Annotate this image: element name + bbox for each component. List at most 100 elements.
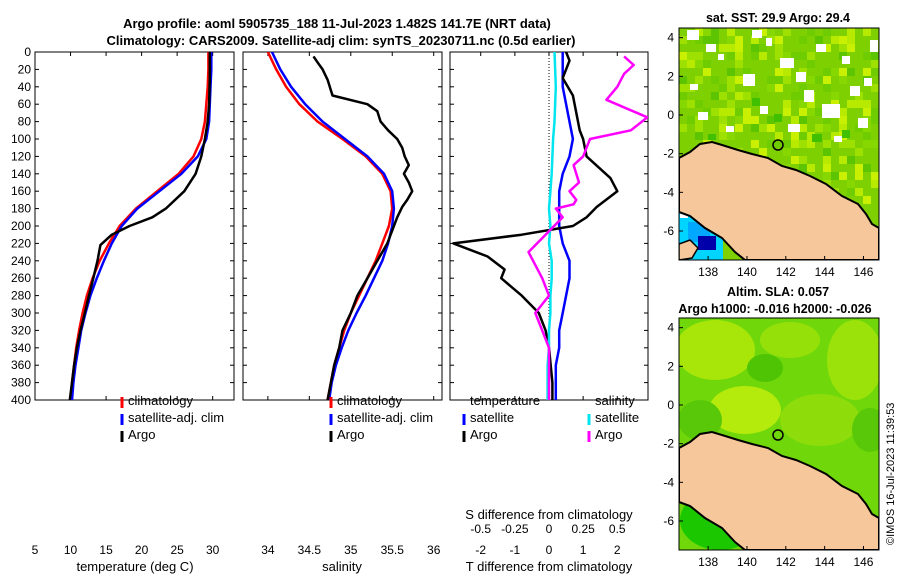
sst-cell (767, 84, 775, 92)
salinity-diff-legend: salinity satellite Argo (587, 393, 639, 442)
sst-cell (799, 84, 807, 92)
sst-cell (831, 36, 839, 44)
sst-cell (823, 68, 831, 76)
sst-cell (687, 100, 695, 108)
map-lon-tick-label: 144 (815, 555, 835, 569)
legend-heading-salinity: salinity (595, 393, 635, 408)
sst-land-australia (679, 239, 699, 260)
sst-cell (847, 100, 855, 108)
difference-lines (452, 52, 648, 400)
sst-cell (735, 76, 743, 84)
sst-cell (783, 52, 791, 60)
sst-cell (839, 76, 847, 84)
map-lat-tick-label: 0 (667, 398, 674, 412)
legend-label-argo: Argo (337, 427, 364, 442)
sst-map-image (679, 28, 879, 260)
x-tick-label: 34.5 (298, 543, 322, 557)
sst-cell (823, 76, 831, 84)
sst-cell (767, 140, 775, 148)
s-diff-tick-label: 0 (546, 522, 553, 536)
sst-argo-marker (772, 139, 784, 151)
depth-tick-label: 280 (11, 289, 31, 303)
sst-cell (735, 44, 743, 52)
sst-cell (679, 52, 687, 60)
sst-cell (839, 36, 847, 44)
legend-label-s-argo: Argo (595, 427, 622, 442)
sst-cell (751, 44, 759, 52)
sst-cell (871, 180, 879, 188)
sst-cell (695, 60, 703, 68)
sst-cell (751, 140, 759, 148)
sst-cell (703, 28, 711, 36)
sst-cell (863, 140, 871, 148)
sst-cell (807, 60, 815, 68)
sst-cell (863, 68, 871, 76)
salinity-plot-frame (242, 51, 443, 401)
sst-cell (815, 108, 823, 116)
depth-tick-label: 260 (11, 271, 31, 285)
sst-cell (871, 116, 879, 124)
x-tick-label: 25 (170, 543, 184, 557)
sst-cell (823, 44, 831, 52)
sst-cell (703, 68, 711, 76)
sla-map-image (679, 318, 879, 550)
s-diff-tick-label: 0.5 (609, 522, 626, 536)
sst-cell (751, 92, 759, 100)
sst-cell (839, 140, 847, 148)
map-lat-tick-label: 0 (667, 108, 674, 122)
sst-cell (775, 132, 783, 140)
sst-cell (871, 68, 879, 76)
sst-cell (767, 76, 775, 84)
map-lon-tick-label: 140 (737, 555, 757, 569)
sst-cell (775, 52, 783, 60)
map-lon-tick-label: 142 (776, 265, 796, 279)
sla-map-frame (678, 317, 880, 551)
x-tick-label: 36 (427, 543, 441, 557)
map-lon-tick-label: 140 (737, 265, 757, 279)
depth-tick-label: 400 (11, 393, 31, 407)
sst-cell (855, 164, 863, 172)
sst-cell (799, 164, 807, 172)
sst-cell (799, 124, 807, 132)
sst-cell (791, 92, 799, 100)
sst-cell (847, 28, 855, 36)
sst-cell (847, 188, 855, 196)
sst-cell (871, 84, 879, 92)
sst-cell (767, 124, 775, 132)
sst-cell (775, 68, 783, 76)
sst-cell (719, 92, 727, 100)
sla-argo-marker (772, 429, 784, 441)
sla-land-png (679, 430, 879, 550)
sst-cell (799, 36, 807, 44)
sst-cell (759, 44, 767, 52)
sst-map-ticks: 138 140 142 144 146 4 2 0 -2 -4 -6 (663, 31, 873, 279)
x-tick-label: 1 (580, 543, 587, 557)
sst-cell (695, 100, 703, 108)
map-lat-tick-label: -6 (663, 514, 674, 528)
sst-cell (847, 156, 855, 164)
temperature-legend: climatology satellite-adj. clim Argo (120, 393, 224, 442)
salinity-legend: climatology satellite-adj. clim Argo (329, 393, 433, 442)
sst-cell (703, 36, 711, 44)
sst-cell (735, 108, 743, 116)
sst-cell (727, 108, 735, 116)
sst-cell (735, 60, 743, 68)
sst-cell (759, 148, 767, 156)
sst-cell (735, 92, 743, 100)
sst-cell (735, 124, 743, 132)
sst-cell (751, 52, 759, 60)
sst-cell (719, 108, 727, 116)
depth-tick-label: 80 (18, 115, 32, 129)
map-lat-tick-label: 2 (667, 69, 674, 83)
legend-label-t-argo: Argo (470, 427, 497, 442)
map-lat-tick-label: -2 (663, 147, 674, 161)
sst-cell (863, 108, 871, 116)
sst-cell (839, 68, 847, 76)
series-line-satellite-adj-clim (270, 52, 396, 400)
s-diff-tick-label: -0.25 (501, 522, 529, 536)
sst-cell (855, 148, 863, 156)
salinity-panel: 34 34.5 35 35.5 36 salinity climatology sate… (242, 51, 443, 574)
sst-cell (775, 44, 783, 52)
sst-cell (759, 124, 767, 132)
sst-cell (815, 124, 823, 132)
